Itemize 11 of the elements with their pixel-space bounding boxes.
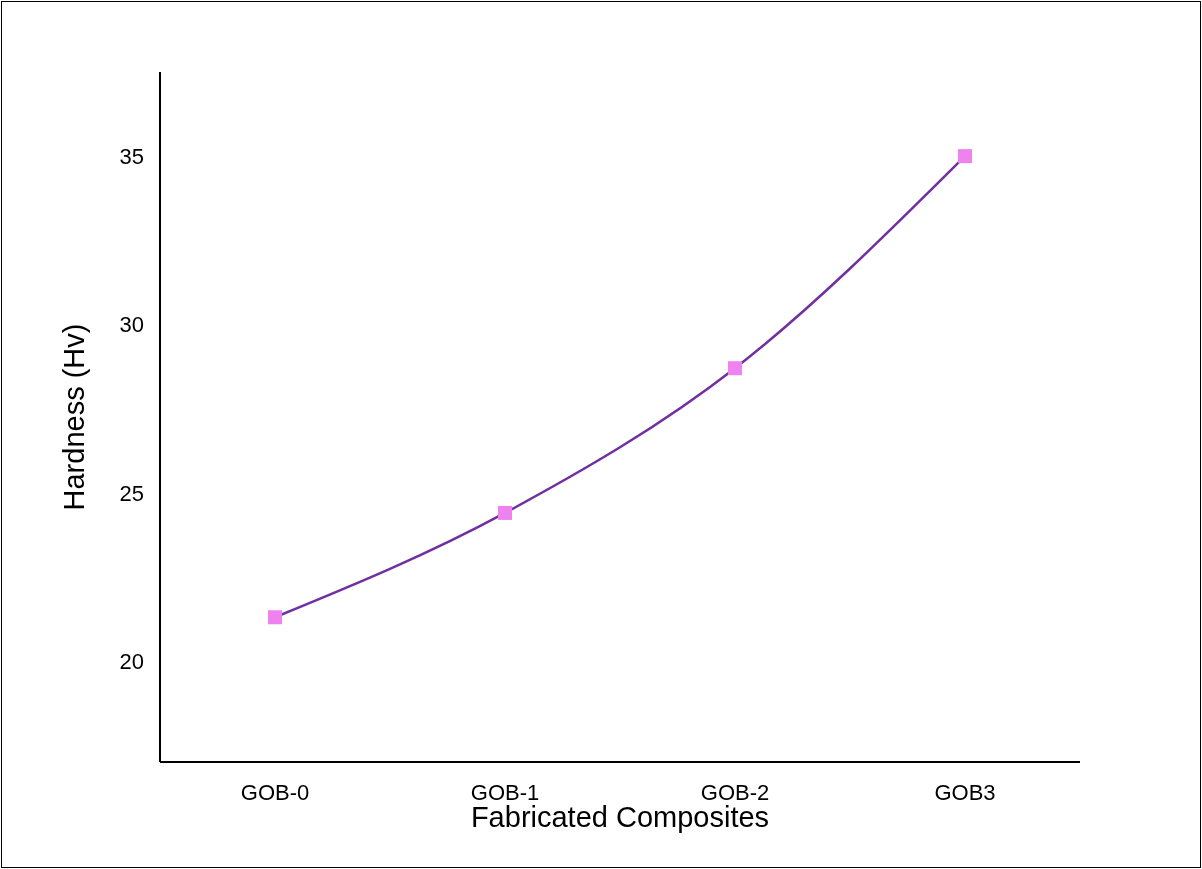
y-tick-label: 35: [119, 143, 144, 169]
x-tick-label: GOB-0: [240, 779, 310, 805]
point: [268, 610, 282, 625]
y-tick-label: 30: [119, 312, 144, 338]
point: [498, 505, 512, 520]
point: [958, 149, 972, 164]
x-tick-label: GOB3: [934, 779, 996, 805]
y-tick-label: 20: [119, 648, 144, 674]
y-axis-title: Hardness (Hv): [58, 323, 91, 511]
y-tick-label: 25: [119, 480, 144, 506]
point: [728, 361, 742, 376]
